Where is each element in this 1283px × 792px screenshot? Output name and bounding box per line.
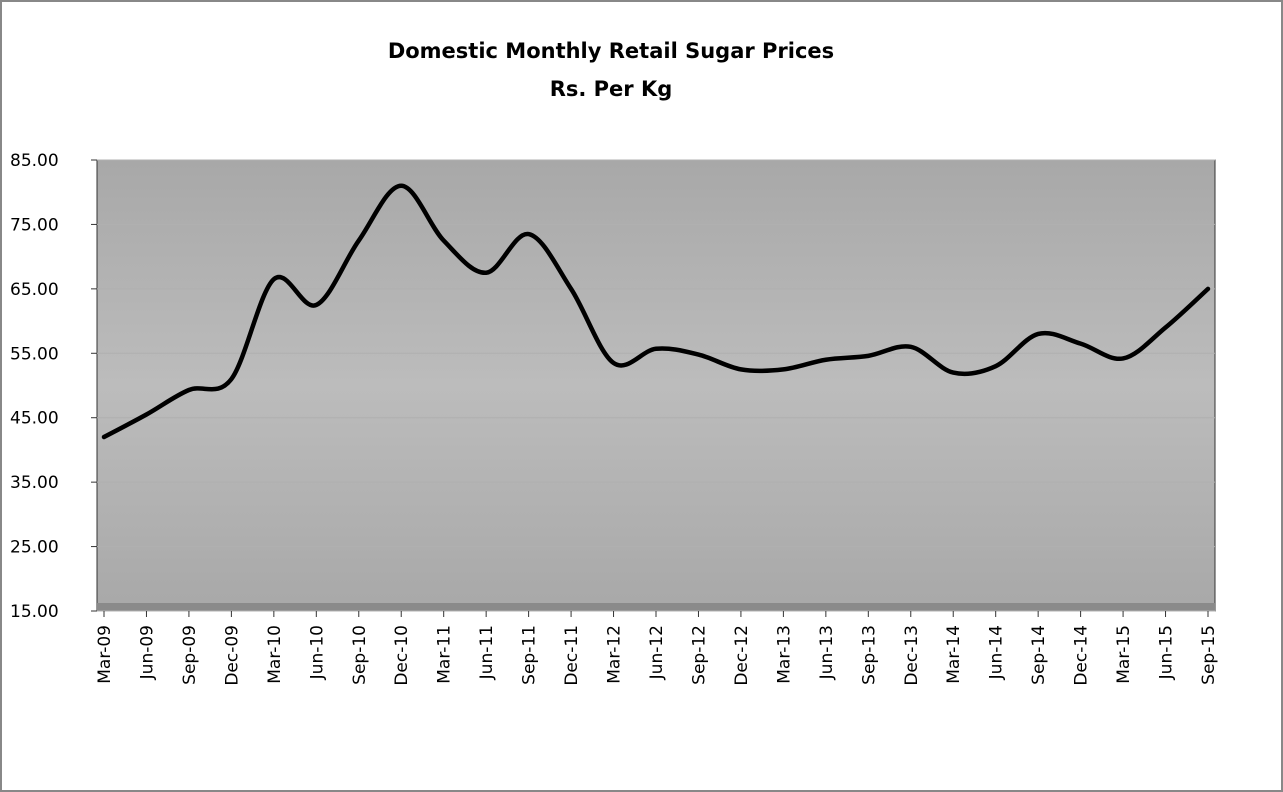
x-tick-label: Dec-12 bbox=[732, 625, 752, 686]
x-tick-label: Jun-10 bbox=[307, 625, 327, 680]
x-tick-label: Jun-14 bbox=[987, 625, 1007, 680]
y-tick-label: 65.00 bbox=[10, 280, 59, 300]
x-tick-label: Dec-14 bbox=[1072, 625, 1092, 686]
x-tick-label: Mar-14 bbox=[944, 625, 964, 684]
x-tick-label: Mar-12 bbox=[605, 625, 625, 684]
x-tick-label: Mar-15 bbox=[1114, 625, 1134, 684]
y-tick-label: 25.00 bbox=[10, 538, 59, 558]
x-tick-label: Mar-13 bbox=[774, 625, 794, 684]
x-tick-label: Sep-12 bbox=[689, 625, 709, 685]
x-tick-label: Sep-11 bbox=[520, 625, 540, 685]
x-tick-label: Sep-10 bbox=[350, 625, 370, 685]
x-tick-label: Dec-13 bbox=[902, 625, 922, 686]
x-tick-label: Sep-13 bbox=[859, 625, 879, 685]
plot-area bbox=[96, 159, 1216, 612]
x-tick-label: Jun-09 bbox=[137, 625, 157, 680]
series-line bbox=[101, 183, 1211, 440]
x-tick-label: Sep-09 bbox=[180, 625, 200, 685]
x-tick-label: Dec-09 bbox=[222, 625, 242, 686]
x-tick-label: Mar-10 bbox=[265, 625, 285, 684]
chart-subtitle: Rs. Per Kg bbox=[550, 77, 673, 101]
x-tick-label: Sep-14 bbox=[1029, 625, 1049, 685]
x-tick-label: Mar-09 bbox=[95, 625, 115, 684]
x-tick-label: Jun-15 bbox=[1157, 625, 1177, 680]
x-tick-label: Jun-12 bbox=[647, 625, 667, 680]
plot-floor bbox=[97, 603, 1215, 611]
y-tick-label: 85.00 bbox=[10, 151, 59, 171]
x-tick-label: Sep-15 bbox=[1199, 625, 1219, 685]
x-tick-label: Dec-11 bbox=[562, 625, 582, 686]
x-tick-label: Jun-11 bbox=[477, 625, 497, 680]
chart-title: Domestic Monthly Retail Sugar Prices bbox=[388, 39, 834, 63]
y-tick-label: 15.00 bbox=[10, 602, 59, 622]
x-tick-label: Jun-13 bbox=[817, 625, 837, 680]
y-tick-label: 35.00 bbox=[10, 473, 59, 493]
y-tick-label: 55.00 bbox=[10, 344, 59, 364]
y-tick-label: 75.00 bbox=[10, 215, 59, 235]
x-tick-label: Mar-11 bbox=[435, 625, 455, 684]
y-tick-label: 45.00 bbox=[10, 409, 59, 429]
x-tick-label: Dec-10 bbox=[392, 625, 412, 686]
